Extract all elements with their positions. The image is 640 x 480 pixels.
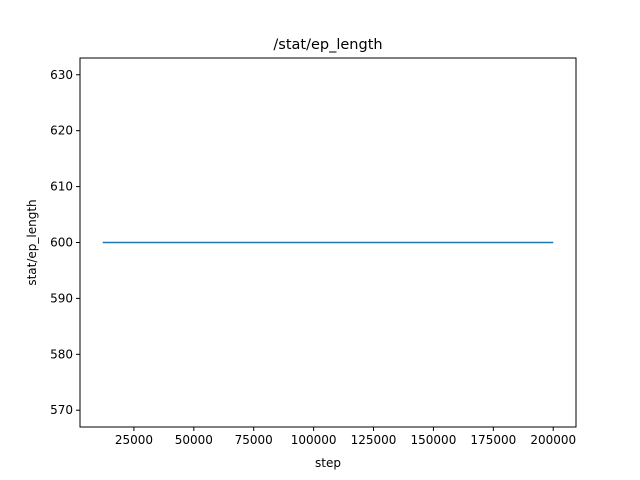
y-tick-label: 620 bbox=[50, 124, 73, 138]
x-tick-label: 125000 bbox=[351, 433, 397, 447]
x-tick-label: 25000 bbox=[115, 433, 153, 447]
x-tick-label: 150000 bbox=[411, 433, 457, 447]
x-tick-label: 200000 bbox=[530, 433, 576, 447]
y-tick-label: 570 bbox=[50, 403, 73, 417]
y-axis-label: stat/ep_length bbox=[25, 199, 39, 285]
y-tick-label: 630 bbox=[50, 68, 73, 82]
y-axis: 570 580 590 600 610 620 630 bbox=[50, 68, 80, 417]
x-tick-label: 75000 bbox=[235, 433, 273, 447]
y-tick-label: 610 bbox=[50, 180, 73, 194]
x-tick-label: 100000 bbox=[291, 433, 337, 447]
x-axis: 25000 50000 75000 100000 125000 150000 175000 2… bbox=[115, 427, 576, 447]
y-tick-label: 600 bbox=[50, 236, 73, 250]
x-axis-label: step bbox=[315, 456, 341, 470]
chart-title: /stat/ep_length bbox=[273, 37, 382, 53]
x-tick-label: 50000 bbox=[175, 433, 213, 447]
y-tick-label: 590 bbox=[50, 291, 73, 305]
plot-area-frame bbox=[79, 57, 577, 428]
y-tick-label: 580 bbox=[50, 347, 73, 361]
x-tick-label: 175000 bbox=[470, 433, 516, 447]
